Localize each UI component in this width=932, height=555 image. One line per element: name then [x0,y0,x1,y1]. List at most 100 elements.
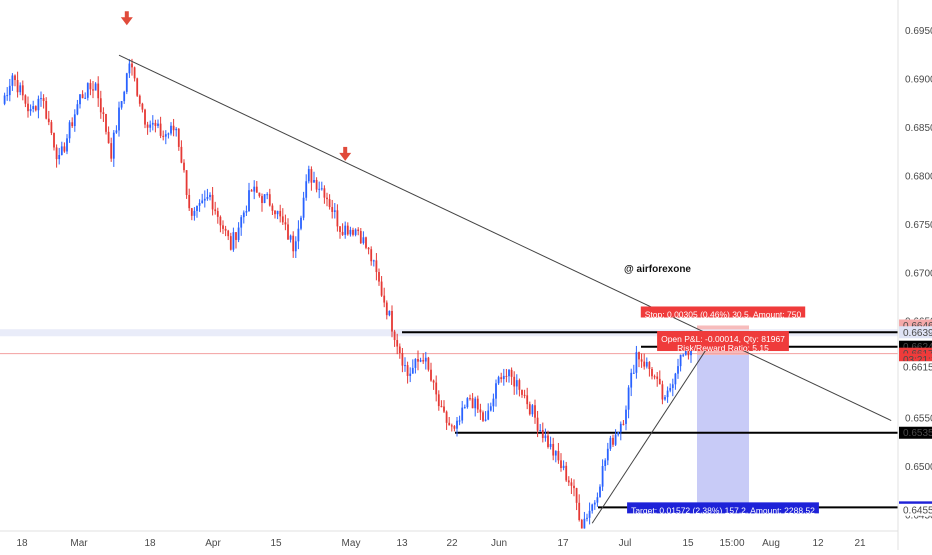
candle-body [518,380,521,390]
candle-body [14,75,16,81]
time-tick-label: Jul [619,538,632,549]
candle-body [588,510,591,518]
candle-body [445,411,448,423]
candle-body [232,232,235,250]
candle-body [146,124,149,128]
time-tick-label: 15:00 [719,538,744,549]
candle-body [81,94,84,99]
candle-body [614,434,617,445]
candle-body [606,448,609,461]
candle-body [107,131,110,144]
candle-body [463,407,466,409]
candle-body [570,482,573,486]
candle-body [401,353,404,366]
arrow-markers [120,11,352,161]
candle-body [430,369,432,381]
candle-body [242,212,245,218]
candle-body [346,225,349,235]
candle-body [164,134,167,137]
candle-body [302,197,305,218]
candle-body [8,85,11,96]
candle-body [539,430,542,432]
candle-body [292,235,295,252]
price-tick-label: 0.65500 [905,414,932,425]
candle-body [287,224,289,240]
candle-body [315,179,318,190]
trendline[interactable] [591,344,710,524]
candle-body [612,437,614,445]
time-tick-label: May [342,538,361,549]
candle-body [42,98,45,102]
candle-body [398,346,401,354]
candle-body [99,98,102,113]
candle-body [562,465,565,469]
candle-body [66,138,68,152]
candle-body [632,372,635,374]
candle-body [645,362,648,367]
candle-body [110,143,113,159]
candle-body [393,331,396,341]
candle-body [11,75,14,86]
candle-body [523,394,526,396]
candle-body [372,260,375,262]
candle-body [222,225,224,229]
candle-body [167,133,170,135]
candle-body [206,197,209,199]
candle-body [448,422,451,426]
candle-body [235,232,237,240]
candle-body [227,230,230,237]
candle-body [604,460,607,467]
candle-body [284,222,287,225]
candle-body [554,451,557,456]
candle-body [328,199,331,208]
open-pnl-label: Open P&L: -0.00014, Qty: 81967 [661,334,785,344]
candle-body [245,211,248,213]
trendlines[interactable] [118,54,892,524]
candle-body [565,465,568,481]
candle-body [29,109,32,112]
candle-body [63,146,66,152]
price-axis[interactable]: 0.69500 0.69000 0.68500 0.68000 0.67500 0.670… [899,26,932,521]
candle-body [310,169,313,183]
target-label: Target: 0.01572 (2.38%) 157.2, Amount: 2… [631,505,815,515]
time-tick-label: 18 [144,538,156,549]
candle-body [549,443,552,447]
risk-reward-label: Risk/Reward Ratio: 5.15 [677,343,769,353]
time-axis[interactable]: 18 Mar 18 Apr 15 May 13 22 Jun 17 Jul 15 15:00 Aug 12 2… [16,538,866,549]
candle-body [417,359,419,362]
candle-body [656,376,659,379]
candle-body [419,360,422,362]
candle-body [89,83,92,90]
candle-body [55,147,58,160]
candle-body [300,217,302,229]
candle-body [92,89,94,91]
candle-body [380,281,383,296]
price-tick-label: 0.67500 [905,220,932,231]
candle-body [73,114,76,127]
candle-body [27,103,29,112]
candle-body [115,130,118,133]
candle-body [154,122,157,126]
candle-body [136,78,139,96]
candle-body [276,210,279,215]
trendline[interactable] [118,54,892,421]
time-tick-label: 22 [446,538,458,549]
candle-body [60,146,63,156]
candle-body [573,485,575,489]
candle-body [456,420,458,429]
candle-body [409,373,412,376]
price-tick-label: 0.69000 [905,74,932,85]
position-labels[interactable]: Stop: 0.00305 (0.46%) 30.5, Amount: 750 … [627,306,819,515]
candle-body [671,384,674,388]
candle-body [521,389,523,395]
candle-body [495,383,497,399]
candle-body [271,205,274,211]
price-tick-label: 0.65000 [905,462,932,473]
candle-body [489,406,492,411]
candle-body [653,376,656,378]
candle-body [34,106,37,111]
candle-body [188,194,191,209]
